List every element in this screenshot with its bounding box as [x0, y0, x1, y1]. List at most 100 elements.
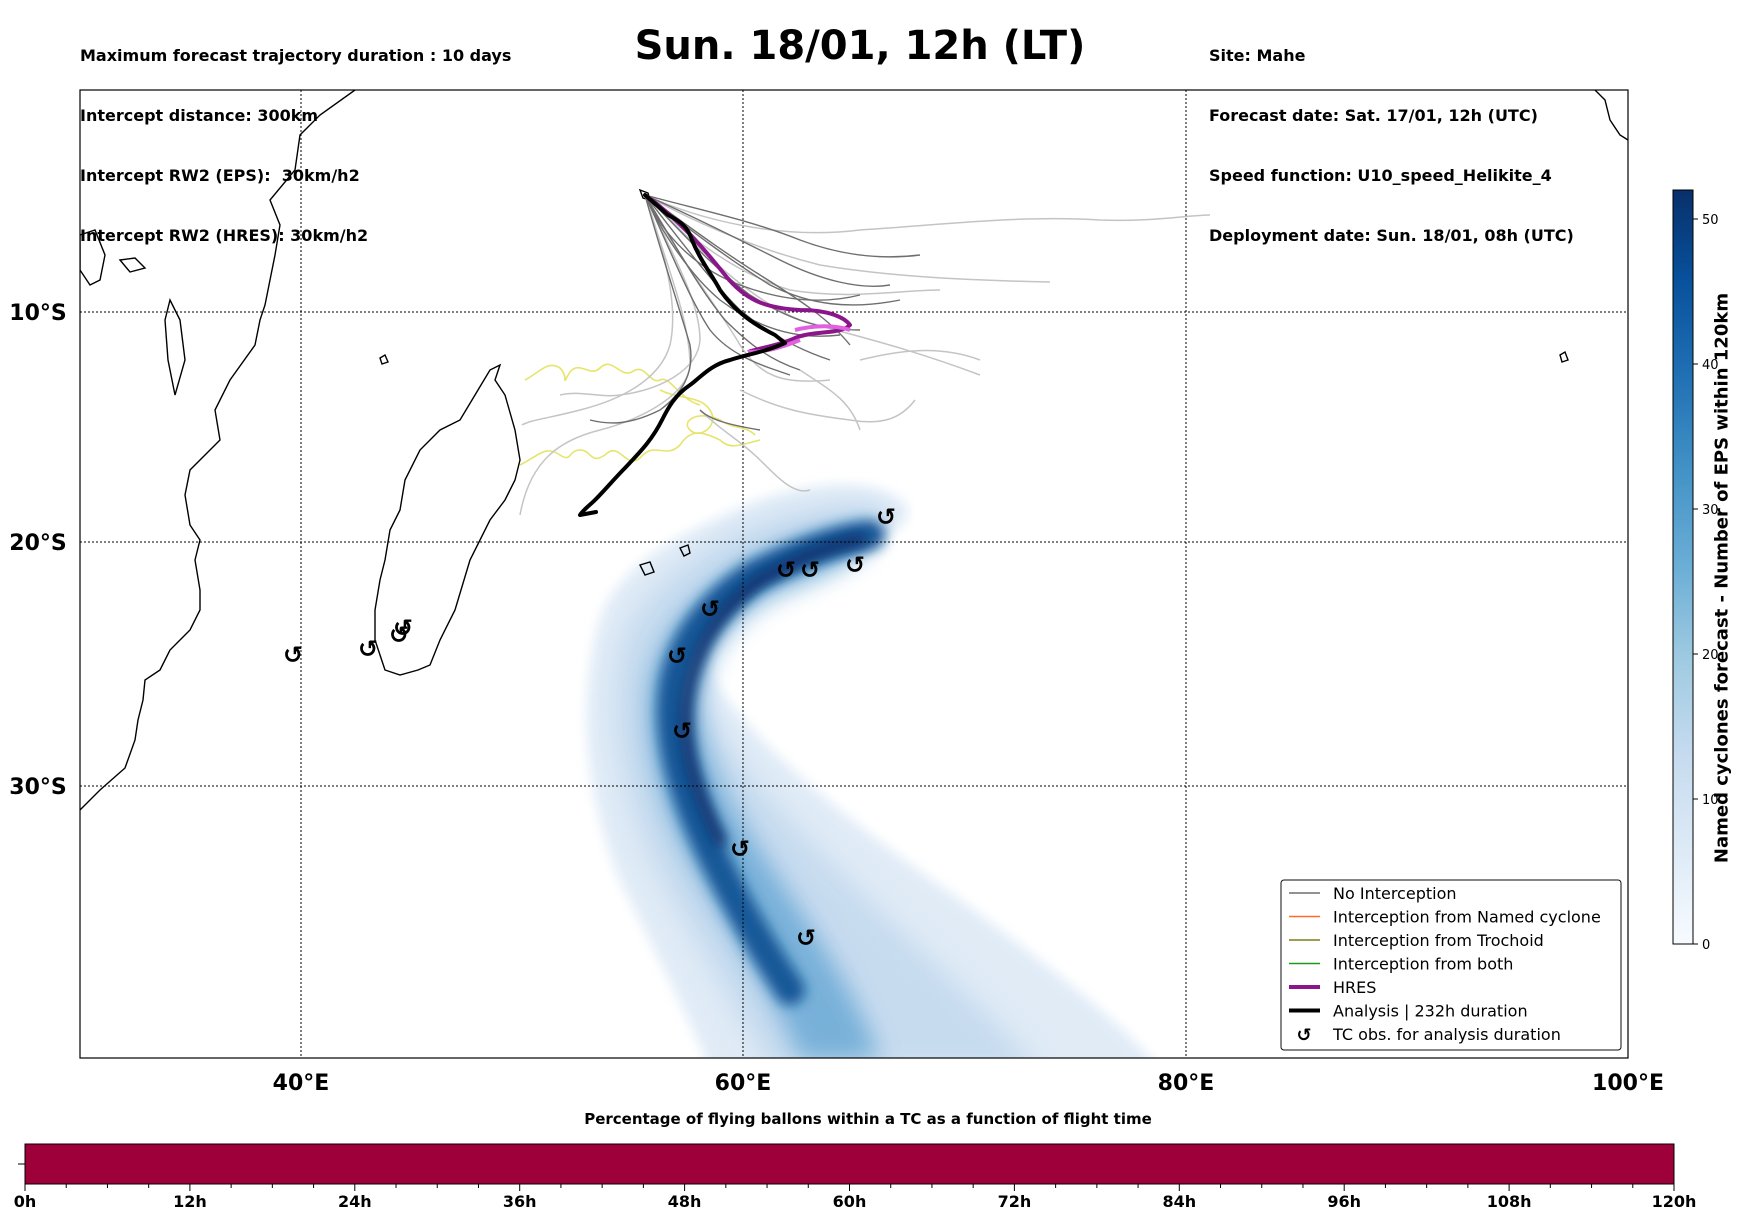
colorbar-tick-label: 50: [1702, 213, 1719, 228]
percentage-tick-label: 120h: [1652, 1192, 1697, 1211]
coastline-reunion: [679, 544, 691, 557]
percentage-tick-label: 72h: [998, 1192, 1032, 1211]
coastline-africa-east: [80, 90, 356, 811]
legend-item: Interception from both: [1289, 955, 1513, 974]
percentage-tick-label: 48h: [668, 1192, 702, 1211]
header-left-info: Maximum forecast trajectory duration : 1…: [80, 6, 511, 266]
colorbar-ticks: 0 10 20 30 40 50: [1693, 213, 1719, 953]
colorbar-tick-label: 10: [1702, 793, 1719, 808]
coastline-comoros: [379, 353, 389, 365]
cyclone-density-plume: [586, 485, 1150, 1058]
lon-label-80e: 80°E: [1158, 1071, 1215, 1096]
tc-obs-marker: ↺: [667, 642, 687, 670]
percentage-bar-title: Percentage of flying ballons within a TC…: [584, 1110, 1152, 1128]
percentage-tick-label: 84h: [1162, 1192, 1196, 1211]
analysis-track: [578, 193, 787, 517]
header-line-rw2-eps: Intercept RW2 (EPS): 30km/h2: [80, 166, 360, 185]
percentage-tick-label: 96h: [1327, 1192, 1361, 1211]
header-line-speed-function: Speed function: U10_speed_Helikite_4: [1209, 166, 1552, 185]
percentage-tick-label: 60h: [833, 1192, 867, 1211]
tc-obs-marker: ↺: [700, 595, 720, 623]
percentage-tick-label: 36h: [503, 1192, 537, 1211]
legend: No Interception Interception from Named c…: [1280, 879, 1622, 1051]
legend-item: Interception from Named cyclone: [1289, 908, 1601, 927]
coastline-australia-tip: [1594, 90, 1628, 141]
lat-axis-labels: 10°S 20°S 30°S: [9, 301, 66, 800]
lat-label-20s: 20°S: [9, 531, 66, 556]
graticule: [80, 90, 1628, 1058]
trochoid-track-1: [524, 363, 701, 406]
legend-item: ↺ TC obs. for analysis duration: [1296, 1025, 1560, 1046]
lat-label-30s: 30°S: [9, 775, 66, 800]
legend-item: HRES: [1289, 978, 1376, 997]
header-line-deployment-date: Deployment date: Sun. 18/01, 08h (UTC): [1209, 226, 1574, 245]
lon-label-100e: 100°E: [1592, 1071, 1664, 1096]
legend-label: Interception from Named cyclone: [1333, 908, 1601, 927]
legend-label: HRES: [1333, 978, 1376, 997]
colorbar: 0 10 20 30 40 50: [1672, 189, 1719, 953]
map-area: ↺ ↺ ↺ ↺ ↺ ↺ ↺ ↺ ↺ ↺ ↺ ↺ ↺: [80, 90, 1628, 1058]
tc-observations: ↺ ↺ ↺ ↺ ↺ ↺ ↺ ↺ ↺ ↺ ↺ ↺ ↺: [283, 503, 896, 952]
header-line-site: Site: Mahe: [1209, 46, 1306, 65]
header-line-intercept-distance: Intercept distance: 300km: [80, 106, 319, 125]
lon-label-40e: 40°E: [273, 1071, 330, 1096]
coastline-mauritius: [1559, 350, 1569, 363]
header-line-rw2-hres: Intercept RW2 (HRES): 30km/h2: [80, 226, 369, 245]
lon-axis-labels: 40°E 60°E 80°E 100°E: [273, 1071, 1664, 1096]
legend-label: No Interception: [1333, 884, 1457, 903]
eps-tracks-dark: [589, 194, 921, 431]
percentage-tick-label: 24h: [338, 1192, 372, 1211]
page-title: Sun. 18/01, 12h (LT): [634, 23, 1086, 69]
legend-label: TC obs. for analysis duration: [1332, 1025, 1561, 1044]
coastlines: [80, 90, 1628, 811]
tc-obs-marker: ↺: [730, 835, 750, 863]
colorbar-tick-label: 30: [1702, 503, 1719, 518]
legend-label: Interception from Trochoid: [1333, 931, 1544, 950]
header-right-info: Site: Mahe Forecast date: Sat. 17/01, 12…: [1209, 6, 1574, 266]
map-frame: [79, 89, 1629, 1059]
tc-obs-marker: ↺: [393, 614, 413, 642]
colorbar-gradient: [1672, 189, 1694, 945]
coastline-arabia: [80, 229, 106, 286]
legend-label: Analysis | 232h duration: [1333, 1002, 1528, 1021]
legend-box: [1280, 879, 1622, 1051]
coastline-madagascar: [374, 363, 521, 676]
trochoid-track-2: [519, 432, 761, 466]
header-line-duration: Maximum forecast trajectory duration : 1…: [80, 46, 512, 65]
hres-track-end: [794, 324, 851, 332]
trochoid-track-3: [659, 389, 756, 436]
header-line-forecast-date: Forecast date: Sat. 17/01, 12h (UTC): [1209, 106, 1538, 125]
legend-marker-icon: ↺: [1296, 1025, 1311, 1046]
percentage-tick-label: 12h: [173, 1192, 207, 1211]
colorbar-label: Named cyclones forecast - Number of EPS …: [1711, 292, 1733, 864]
tc-obs-marker: ↺: [845, 551, 865, 579]
percentage-bar: 0h 12h 24h 36h 48h 60h 72h 84h 96h 108h 120h: [14, 1143, 1697, 1211]
tc-obs-marker: ↺: [672, 717, 692, 745]
tc-obs-marker: ↺: [796, 924, 816, 952]
colorbar-tick-label: 40: [1702, 358, 1719, 373]
hres-track: [643, 193, 852, 354]
colorbar-tick-label: 20: [1702, 648, 1719, 663]
percentage-tick-label: 108h: [1487, 1192, 1532, 1211]
coastline-mascarene: [639, 561, 655, 576]
legend-item: No Interception: [1289, 884, 1457, 903]
legend-label: Interception from both: [1333, 955, 1513, 974]
lon-label-60e: 60°E: [715, 1071, 772, 1096]
tc-obs-marker: ↺: [776, 556, 796, 584]
lat-label-10s: 10°S: [9, 301, 66, 326]
legend-items: No Interception Interception from Named c…: [1289, 884, 1601, 1046]
percentage-bar-fill: [24, 1143, 1675, 1185]
legend-item: Interception from Trochoid: [1289, 931, 1544, 950]
percentage-bar-ticks: 0h 12h 24h 36h 48h 60h 72h 84h 96h 108h 120h: [14, 1184, 1697, 1211]
coastline-socotra: [118, 257, 147, 273]
coastline-lakes: [164, 297, 186, 396]
tc-obs-marker: ↺: [800, 556, 820, 584]
trochoid-tracks: [519, 363, 761, 466]
colorbar-tick-label: 0: [1702, 938, 1710, 953]
tc-obs-marker: ↺: [389, 621, 409, 649]
tc-obs-marker: ↺: [358, 635, 378, 663]
percentage-tick-label: 0h: [14, 1192, 37, 1211]
legend-item: Analysis | 232h duration: [1289, 1002, 1528, 1021]
tc-obs-marker: ↺: [876, 503, 896, 531]
